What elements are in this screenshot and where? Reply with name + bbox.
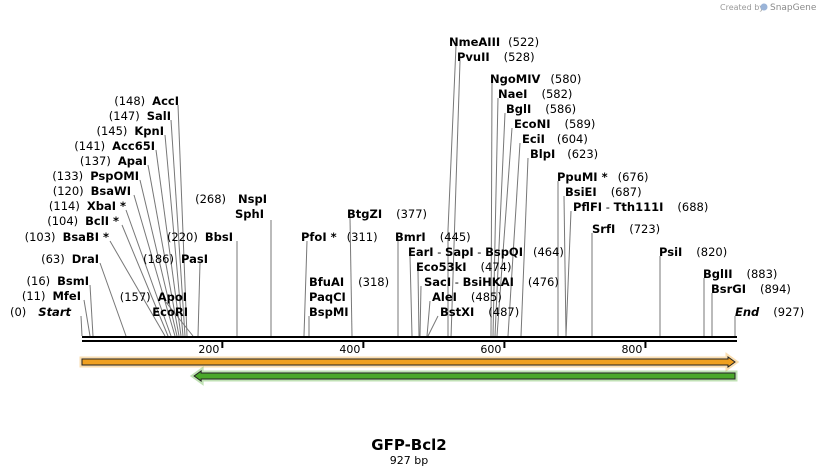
- site-sali[interactable]: (147) SalI: [109, 109, 171, 123]
- leader-bcli: [121, 224, 169, 337]
- leader-apai: [147, 164, 180, 337]
- leader-apoi: [164, 300, 194, 337]
- site-ngomiv[interactable]: NgoMIV (580): [490, 72, 581, 86]
- leader-btgzi: [349, 217, 353, 337]
- site-end[interactable]: End (927): [735, 305, 804, 319]
- ruler-label-800: 800: [621, 343, 642, 356]
- site-bglii[interactable]: BglII (883): [703, 267, 777, 281]
- site-apoi[interactable]: (157) ApoI: [120, 290, 187, 304]
- site-nmeaiii[interactable]: NmeAIII (522): [449, 35, 539, 49]
- snapgene-brand-text: SnapGene: [770, 3, 817, 13]
- site-acc65i[interactable]: (141) Acc65I: [74, 139, 155, 153]
- site-paqci[interactable]: PaqCI: [309, 290, 346, 304]
- created-by-text: Created by: [720, 3, 764, 12]
- leader-eari: [409, 255, 413, 337]
- site-pfoi[interactable]: PfoI * (311): [301, 230, 378, 244]
- construct-name: GFP-Bcl2: [371, 436, 446, 454]
- site-bsiei[interactable]: BsiEI (687): [565, 185, 642, 199]
- site-pspomi[interactable]: (133) PspOMI: [52, 169, 139, 183]
- site-kpni[interactable]: (145) KpnI: [96, 124, 164, 138]
- leader-start: [80, 315, 83, 337]
- site-bstxi[interactable]: BstXI (487): [440, 305, 519, 319]
- leader-bstxi: [427, 315, 439, 337]
- leader-sali: [170, 119, 186, 337]
- leader-nmeaiii: [447, 45, 457, 336]
- leader-naei: [492, 97, 499, 337]
- site-bspmi[interactable]: BspMI: [309, 305, 349, 319]
- site-ecii[interactable]: EciI (604): [522, 132, 588, 146]
- sequence-strand-top: [82, 336, 737, 338]
- reverse-arrow[interactable]: [193, 370, 736, 382]
- site-ecori[interactable]: EcoRI: [152, 305, 188, 319]
- site-bgli[interactable]: BglI (586): [506, 102, 576, 116]
- site-psii[interactable]: PsiI (820): [659, 245, 727, 259]
- site-nspi[interactable]: (268) NspI: [195, 192, 267, 206]
- leader-pasi: [197, 262, 201, 337]
- leader-xbai: [125, 209, 172, 337]
- site-xbai[interactable]: (114) XbaI *: [49, 199, 126, 213]
- feature-arrows: [79, 352, 740, 386]
- leader-eco53ki: [417, 270, 420, 337]
- ruler-label-600: 600: [480, 343, 501, 356]
- leader-econi: [496, 127, 513, 337]
- site-apai[interactable]: (137) ApaI: [80, 154, 147, 168]
- site-saci[interactable]: SacI - BsiHKAI (476): [424, 275, 559, 289]
- site-econi[interactable]: EcoNI (589): [514, 117, 595, 131]
- site-bsabi[interactable]: (103) BsaBI *: [25, 230, 109, 244]
- leader-mfei: [83, 299, 91, 337]
- site-bmri[interactable]: BmrI (445): [395, 230, 471, 244]
- site-bbsi[interactable]: (220) BbsI: [167, 230, 233, 244]
- leader-ecii: [507, 142, 521, 337]
- construct-length: 927 bp: [390, 454, 428, 467]
- leader-pflfi: [565, 210, 572, 337]
- ruler-label-400: 400: [339, 343, 360, 356]
- site-labels: NmeAIII (522) PvuII (528) NgoMIV (580) NaeI…: [10, 35, 804, 319]
- site-pflfi[interactable]: PflFI - Tth111I (688): [573, 200, 708, 214]
- site-bsmi[interactable]: (16) BsmI: [27, 274, 89, 288]
- site-naei[interactable]: NaeI (582): [498, 87, 572, 101]
- site-srfi[interactable]: SrfI (723): [592, 222, 660, 236]
- leader-bgli: [494, 112, 506, 337]
- site-bfuai[interactable]: BfuAI (318): [309, 275, 389, 289]
- snapgene-logo-icon: [760, 3, 768, 11]
- leader-acci: [177, 104, 188, 337]
- leader-kpni: [164, 134, 184, 337]
- site-bsawi[interactable]: (120) BsaWI: [53, 184, 131, 198]
- ruler-ticks: 200 400 600 800: [198, 342, 647, 356]
- leader-pspomi: [139, 179, 178, 337]
- site-start[interactable]: (0) Start: [10, 305, 72, 319]
- site-mfei[interactable]: (11) MfeI: [22, 289, 81, 303]
- site-bcli[interactable]: (104) BclI *: [47, 214, 119, 228]
- site-ppumi[interactable]: PpuMI * (676): [557, 170, 649, 184]
- site-leader-lines: [80, 45, 736, 339]
- leader-bsabi: [109, 240, 166, 337]
- site-blpi[interactable]: BlpI (623): [530, 147, 598, 161]
- site-pvuii[interactable]: PvuII (528): [457, 50, 535, 64]
- site-sphi[interactable]: SphI: [235, 207, 264, 221]
- leader-drai: [99, 262, 127, 337]
- sequence-strand-bottom: [82, 340, 737, 342]
- leader-pfoi: [303, 240, 308, 337]
- leader-bsiei: [563, 195, 567, 337]
- leader-bsmi: [89, 284, 94, 337]
- ruler-label-200: 200: [198, 343, 219, 356]
- leader-acc65i: [155, 149, 182, 337]
- leader-ngomiv: [490, 82, 493, 337]
- forward-arrow[interactable]: [81, 356, 736, 368]
- leader-saci: [419, 285, 422, 337]
- site-drai[interactable]: (63) DraI: [41, 252, 99, 266]
- leader-pvuii: [450, 60, 461, 339]
- site-pasi[interactable]: (186) PasI: [143, 252, 208, 266]
- site-acci[interactable]: (148) AccI: [114, 94, 179, 108]
- leader-blpi: [520, 157, 529, 337]
- leader-alei: [426, 300, 431, 337]
- site-eari[interactable]: EarI - SapI - BspQI (464): [408, 245, 564, 259]
- site-eco53ki[interactable]: Eco53kI (474): [416, 260, 511, 274]
- site-bsrgi[interactable]: BsrGI (894): [711, 282, 791, 296]
- site-btgzi[interactable]: BtgZI (377): [347, 207, 427, 221]
- leader-bsawi: [133, 194, 176, 337]
- site-alei[interactable]: AleI (485): [432, 290, 502, 304]
